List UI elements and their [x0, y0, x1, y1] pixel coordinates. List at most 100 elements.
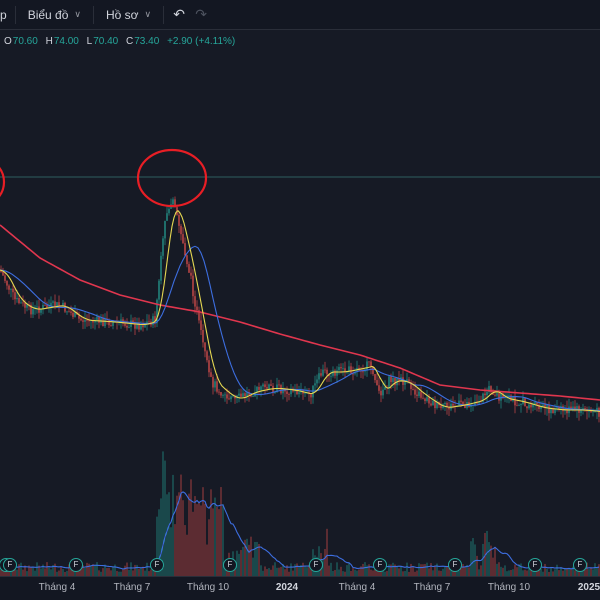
candle [584, 406, 586, 413]
volume-bar [56, 571, 58, 576]
undo-icon[interactable]: ↶ [173, 6, 185, 22]
volume-bar [308, 564, 310, 576]
candle [568, 398, 570, 418]
volume-bar [430, 563, 432, 576]
volume-bar [176, 495, 178, 576]
volume-bar [490, 545, 492, 576]
candle [72, 307, 74, 320]
candle [468, 398, 470, 408]
volume-bar [248, 544, 250, 576]
earnings-f-icon[interactable]: F [448, 558, 462, 572]
volume-bar [42, 564, 44, 576]
x-label: Tháng 4 [338, 582, 376, 593]
ma-mid-line [0, 245, 600, 412]
candle [412, 381, 414, 391]
volume-bar [360, 566, 362, 576]
toolbar-leading-item[interactable]: p [0, 0, 11, 30]
volume-bar [64, 571, 66, 576]
candle [552, 405, 554, 414]
candle [180, 223, 182, 241]
candle [240, 388, 242, 398]
volume-bar [6, 569, 8, 576]
volume-bar [392, 562, 394, 576]
volume-bar [520, 563, 522, 576]
redo-icon[interactable]: ↷ [195, 6, 207, 22]
volume-bar [584, 568, 586, 576]
volume-bar [294, 564, 296, 576]
volume-bar [506, 571, 508, 576]
candle [128, 323, 130, 329]
volume-bar [532, 569, 534, 576]
volume-bar [522, 570, 524, 576]
volume-bar [494, 546, 496, 576]
candle [196, 300, 198, 315]
candle [438, 401, 440, 408]
volume-bar [276, 567, 278, 576]
candle [388, 375, 390, 395]
volume-bar [26, 571, 28, 576]
earnings-f-icon[interactable]: F [309, 558, 323, 572]
candle [276, 377, 278, 393]
volume-bar [334, 570, 336, 576]
volume-bar [484, 532, 486, 576]
volume-bar [272, 565, 274, 576]
candle [314, 375, 316, 392]
volume-bar [270, 569, 272, 576]
volume-bar [516, 567, 518, 576]
volume-bar [588, 568, 590, 576]
volume-bar [194, 496, 196, 576]
chart-menu-button[interactable]: Biểu đồ ∨ [20, 0, 89, 30]
toolbar-separator [14, 5, 16, 24]
volume-bar [72, 568, 74, 576]
x-label: Tháng 10 [487, 582, 531, 593]
candle [348, 360, 350, 376]
volume-bar [258, 544, 260, 576]
annotation-circle-left[interactable] [0, 160, 6, 204]
earnings-f-icon[interactable]: F [223, 558, 237, 572]
candle [270, 379, 272, 386]
earnings-f-icon[interactable]: F [3, 558, 17, 572]
candle [436, 399, 438, 410]
volume-bar [204, 503, 206, 576]
candle [312, 385, 314, 404]
candle [394, 377, 396, 392]
x-label: Tháng 10 [186, 582, 230, 593]
volume-bar [326, 528, 328, 576]
volume-bar [388, 564, 390, 576]
annotation-circle-peak[interactable] [136, 148, 208, 208]
candle [586, 406, 588, 420]
earnings-f-icon[interactable]: F [373, 558, 387, 572]
volume-bar [288, 571, 290, 576]
volume-bar [592, 569, 594, 576]
volume-bar [32, 567, 34, 576]
volume-bar [342, 571, 344, 576]
candle [430, 399, 432, 407]
candle [298, 385, 300, 398]
earnings-f-icon[interactable]: F [573, 558, 587, 572]
candle [170, 198, 172, 209]
earnings-f-icon[interactable]: F [150, 558, 164, 572]
candle [246, 386, 248, 401]
price-chart[interactable] [0, 30, 600, 576]
volume-bar [150, 569, 152, 576]
candle [434, 396, 436, 414]
volume-bar [218, 509, 220, 576]
candle [536, 401, 538, 412]
volume-bar [332, 570, 334, 576]
candle [362, 364, 364, 379]
candle [82, 316, 84, 330]
earnings-f-icon[interactable]: F [69, 558, 83, 572]
profile-menu-button[interactable]: Hồ sơ ∨ [98, 0, 159, 30]
volume-bar [122, 569, 124, 576]
candle [188, 261, 190, 273]
candle [32, 302, 34, 318]
volume-bar [142, 566, 144, 576]
volume-bar [478, 569, 480, 576]
earnings-f-icon[interactable]: F [528, 558, 542, 572]
time-axis[interactable]: Tháng 4 Tháng 7 Tháng 10 2024 Tháng 4 Th… [0, 576, 600, 600]
candle [202, 324, 204, 348]
candle [258, 382, 260, 396]
volume-bar [508, 570, 510, 576]
volume-bar [570, 568, 572, 576]
volume-bar [510, 569, 512, 576]
